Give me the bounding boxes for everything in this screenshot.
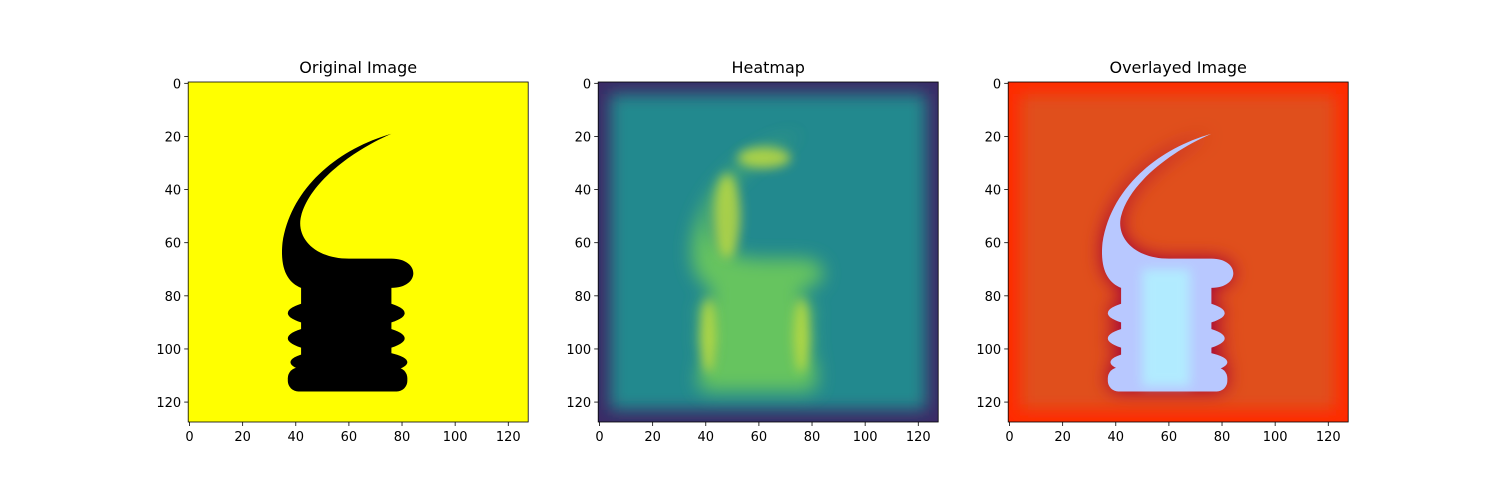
axes-frame: [597, 81, 939, 423]
y-tick-label: 60: [165, 237, 182, 252]
x-tick-label: 40: [698, 430, 715, 445]
x-tick-label: 60: [751, 430, 768, 445]
y-tick-label: 120: [156, 396, 181, 411]
y-tick-label: 40: [985, 184, 1002, 199]
y-tick-label: 120: [976, 396, 1001, 411]
x-tick-label: 0: [185, 430, 193, 445]
x-tick-label: 120: [906, 430, 931, 445]
y-tick-label: 0: [583, 77, 591, 92]
x-tick-label: 120: [496, 430, 521, 445]
x-tick-label: 60: [1161, 430, 1178, 445]
x-tick-label: 100: [443, 430, 468, 445]
heatmap-image: [598, 82, 939, 422]
x-tick-label: 80: [394, 430, 411, 445]
x-tick-label: 100: [1263, 430, 1288, 445]
y-tick-label: 80: [165, 290, 182, 305]
x-tick-label: 20: [1054, 430, 1071, 445]
y-tick-label: 100: [566, 343, 591, 358]
axes-title: Overlayed Image: [1109, 58, 1246, 77]
axes-frame: [1007, 81, 1349, 423]
y-tick-label: 20: [165, 130, 182, 145]
x-tick-label: 20: [644, 430, 661, 445]
x-tick-label: 120: [1316, 430, 1341, 445]
y-tick-label: 20: [575, 130, 592, 145]
y-tick-label: 40: [165, 184, 182, 199]
overlay-image: [1008, 82, 1349, 422]
original-image: [188, 82, 529, 422]
y-tick-label: 100: [156, 343, 181, 358]
x-tick-label: 60: [341, 430, 358, 445]
x-tick-label: 40: [288, 430, 305, 445]
x-tick-label: 0: [595, 430, 603, 445]
y-tick-label: 0: [173, 77, 181, 92]
axes-frame: [187, 81, 529, 423]
x-tick-label: 100: [853, 430, 878, 445]
axes-title: Original Image: [299, 58, 417, 77]
y-tick-label: 120: [566, 396, 591, 411]
x-tick-label: 40: [1108, 430, 1125, 445]
x-tick-label: 0: [1005, 430, 1013, 445]
y-tick-label: 0: [993, 77, 1001, 92]
y-tick-label: 60: [985, 237, 1002, 252]
y-tick-label: 20: [985, 130, 1002, 145]
y-tick-label: 60: [575, 237, 592, 252]
y-tick-label: 100: [976, 343, 1001, 358]
y-tick-label: 80: [985, 290, 1002, 305]
x-tick-label: 80: [804, 430, 821, 445]
x-tick-label: 20: [234, 430, 251, 445]
y-tick-label: 80: [575, 290, 592, 305]
axes-title: Heatmap: [731, 58, 805, 77]
y-tick-label: 40: [575, 184, 592, 199]
x-tick-label: 80: [1214, 430, 1231, 445]
